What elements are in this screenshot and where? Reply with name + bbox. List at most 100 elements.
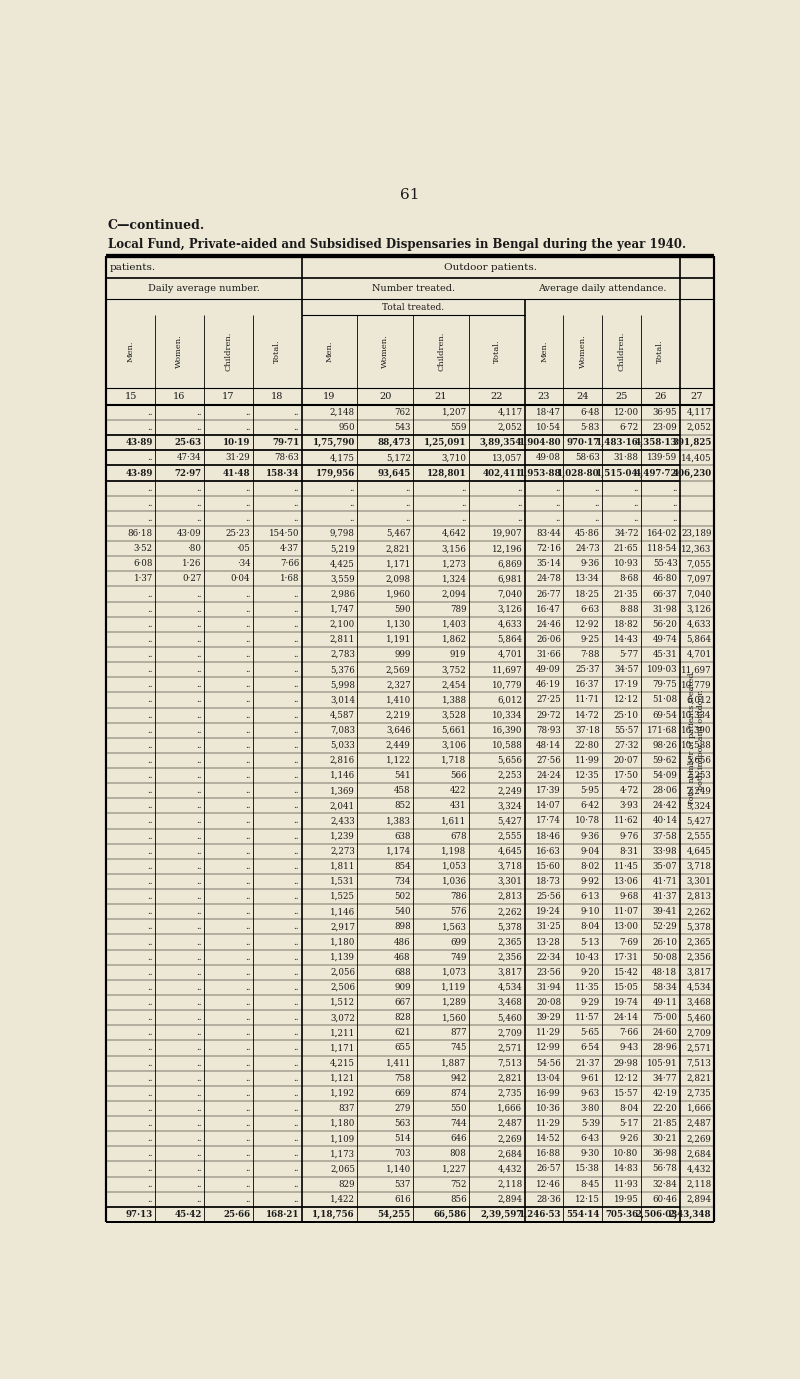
Text: 422: 422	[450, 786, 466, 796]
Text: 2,571: 2,571	[498, 1044, 522, 1052]
Text: 2,219: 2,219	[386, 710, 410, 720]
Text: ..: ..	[294, 756, 299, 765]
Text: ..: ..	[147, 847, 153, 856]
Text: 1,560: 1,560	[442, 1014, 466, 1022]
Text: 2,065: 2,065	[330, 1164, 355, 1174]
Text: ..: ..	[633, 499, 638, 507]
Text: 12·92: 12·92	[575, 619, 600, 629]
Text: 9·76: 9·76	[619, 832, 638, 841]
Text: 898: 898	[394, 923, 410, 931]
Text: 2,569: 2,569	[386, 665, 410, 674]
Text: 13·28: 13·28	[536, 938, 561, 946]
Text: 4,432: 4,432	[686, 1164, 711, 1174]
Text: 79·75: 79·75	[653, 680, 678, 690]
Text: ..: ..	[294, 1029, 299, 1037]
Text: 55·57: 55·57	[614, 725, 638, 735]
Text: ..: ..	[147, 756, 153, 765]
Text: 2,094: 2,094	[442, 590, 466, 598]
Text: 26·57: 26·57	[536, 1164, 561, 1174]
Text: 4,645: 4,645	[686, 847, 711, 856]
Text: 1,410: 1,410	[386, 695, 410, 705]
Text: 97·13: 97·13	[126, 1209, 153, 1219]
Text: 34·72: 34·72	[614, 530, 638, 538]
Text: ..: ..	[196, 605, 202, 614]
Text: 25·56: 25·56	[536, 892, 561, 900]
Text: 402,411: 402,411	[482, 469, 522, 477]
Text: 1,960: 1,960	[386, 590, 410, 598]
Text: ..: ..	[147, 877, 153, 887]
Text: 9·25: 9·25	[581, 634, 600, 644]
Text: ..: ..	[245, 771, 250, 781]
Text: ..: ..	[245, 680, 250, 690]
Text: 7,097: 7,097	[686, 575, 711, 583]
Text: ..: ..	[294, 1149, 299, 1158]
Text: 10,334: 10,334	[681, 710, 711, 720]
Text: ..: ..	[245, 665, 250, 674]
Text: 3,156: 3,156	[442, 545, 466, 553]
Text: 78·93: 78·93	[536, 725, 561, 735]
Text: 24·78: 24·78	[536, 575, 561, 583]
Text: 26·77: 26·77	[536, 590, 561, 598]
Text: 158·34: 158·34	[266, 469, 299, 477]
Text: 28·06: 28·06	[652, 786, 678, 796]
Text: Total.: Total.	[656, 339, 664, 363]
Text: 43·09: 43·09	[177, 530, 202, 538]
Text: Children.: Children.	[224, 332, 232, 371]
Text: ..: ..	[294, 998, 299, 1007]
Text: 9·29: 9·29	[581, 998, 600, 1007]
Text: 16·99: 16·99	[536, 1089, 561, 1098]
Text: ..: ..	[147, 408, 153, 416]
Text: 10,588: 10,588	[681, 741, 711, 750]
Text: ..: ..	[147, 1105, 153, 1113]
Text: ..: ..	[294, 1164, 299, 1174]
Text: 11·35: 11·35	[575, 983, 600, 992]
Text: ..: ..	[245, 892, 250, 900]
Text: 1,246·53: 1,246·53	[518, 1209, 561, 1219]
Text: ..: ..	[594, 499, 600, 507]
Text: 164·02: 164·02	[647, 530, 678, 538]
Text: 24·60: 24·60	[653, 1029, 678, 1037]
Text: 10·80: 10·80	[614, 1149, 638, 1158]
Text: 16,390: 16,390	[681, 725, 711, 735]
Text: ..: ..	[556, 514, 561, 523]
Text: 2,253: 2,253	[686, 771, 711, 781]
Text: 540: 540	[394, 907, 410, 916]
Text: 1·37: 1·37	[134, 575, 153, 583]
Text: 25·66: 25·66	[223, 1209, 250, 1219]
Text: Men.: Men.	[326, 341, 334, 363]
Text: ..: ..	[147, 1179, 153, 1189]
Text: ..: ..	[294, 514, 299, 523]
Text: 98·26: 98·26	[653, 741, 678, 750]
Text: ..: ..	[461, 514, 466, 523]
Text: ..: ..	[245, 484, 250, 492]
Text: 48·18: 48·18	[652, 968, 678, 976]
Text: 21·65: 21·65	[614, 545, 638, 553]
Text: 1,324: 1,324	[442, 575, 466, 583]
Text: 42·19: 42·19	[653, 1089, 678, 1098]
Text: 3,468: 3,468	[498, 998, 522, 1007]
Text: 10·19: 10·19	[223, 439, 250, 447]
Text: ..: ..	[294, 590, 299, 598]
Text: 909: 909	[394, 983, 410, 992]
Text: 54·56: 54·56	[536, 1059, 561, 1067]
Text: 21·85: 21·85	[652, 1120, 678, 1128]
Text: 2,43,348: 2,43,348	[669, 1209, 711, 1219]
Text: 1,18,756: 1,18,756	[312, 1209, 355, 1219]
Text: 2,098: 2,098	[386, 575, 410, 583]
Text: 8·04: 8·04	[619, 1105, 638, 1113]
Text: 29·98: 29·98	[614, 1059, 638, 1067]
Text: ..: ..	[196, 953, 202, 961]
Text: ..: ..	[294, 619, 299, 629]
Text: ..: ..	[461, 484, 466, 492]
Text: 2,356: 2,356	[686, 953, 711, 961]
Text: 4·72: 4·72	[619, 786, 638, 796]
Text: ..: ..	[196, 680, 202, 690]
Text: 789: 789	[450, 605, 466, 614]
Text: ..: ..	[196, 619, 202, 629]
Text: 36·98: 36·98	[653, 1149, 678, 1158]
Text: 10,779: 10,779	[492, 680, 522, 690]
Text: 7·69: 7·69	[619, 938, 638, 946]
Text: 2,821: 2,821	[386, 545, 410, 553]
Text: Women.: Women.	[381, 335, 389, 368]
Text: ..: ..	[196, 816, 202, 826]
